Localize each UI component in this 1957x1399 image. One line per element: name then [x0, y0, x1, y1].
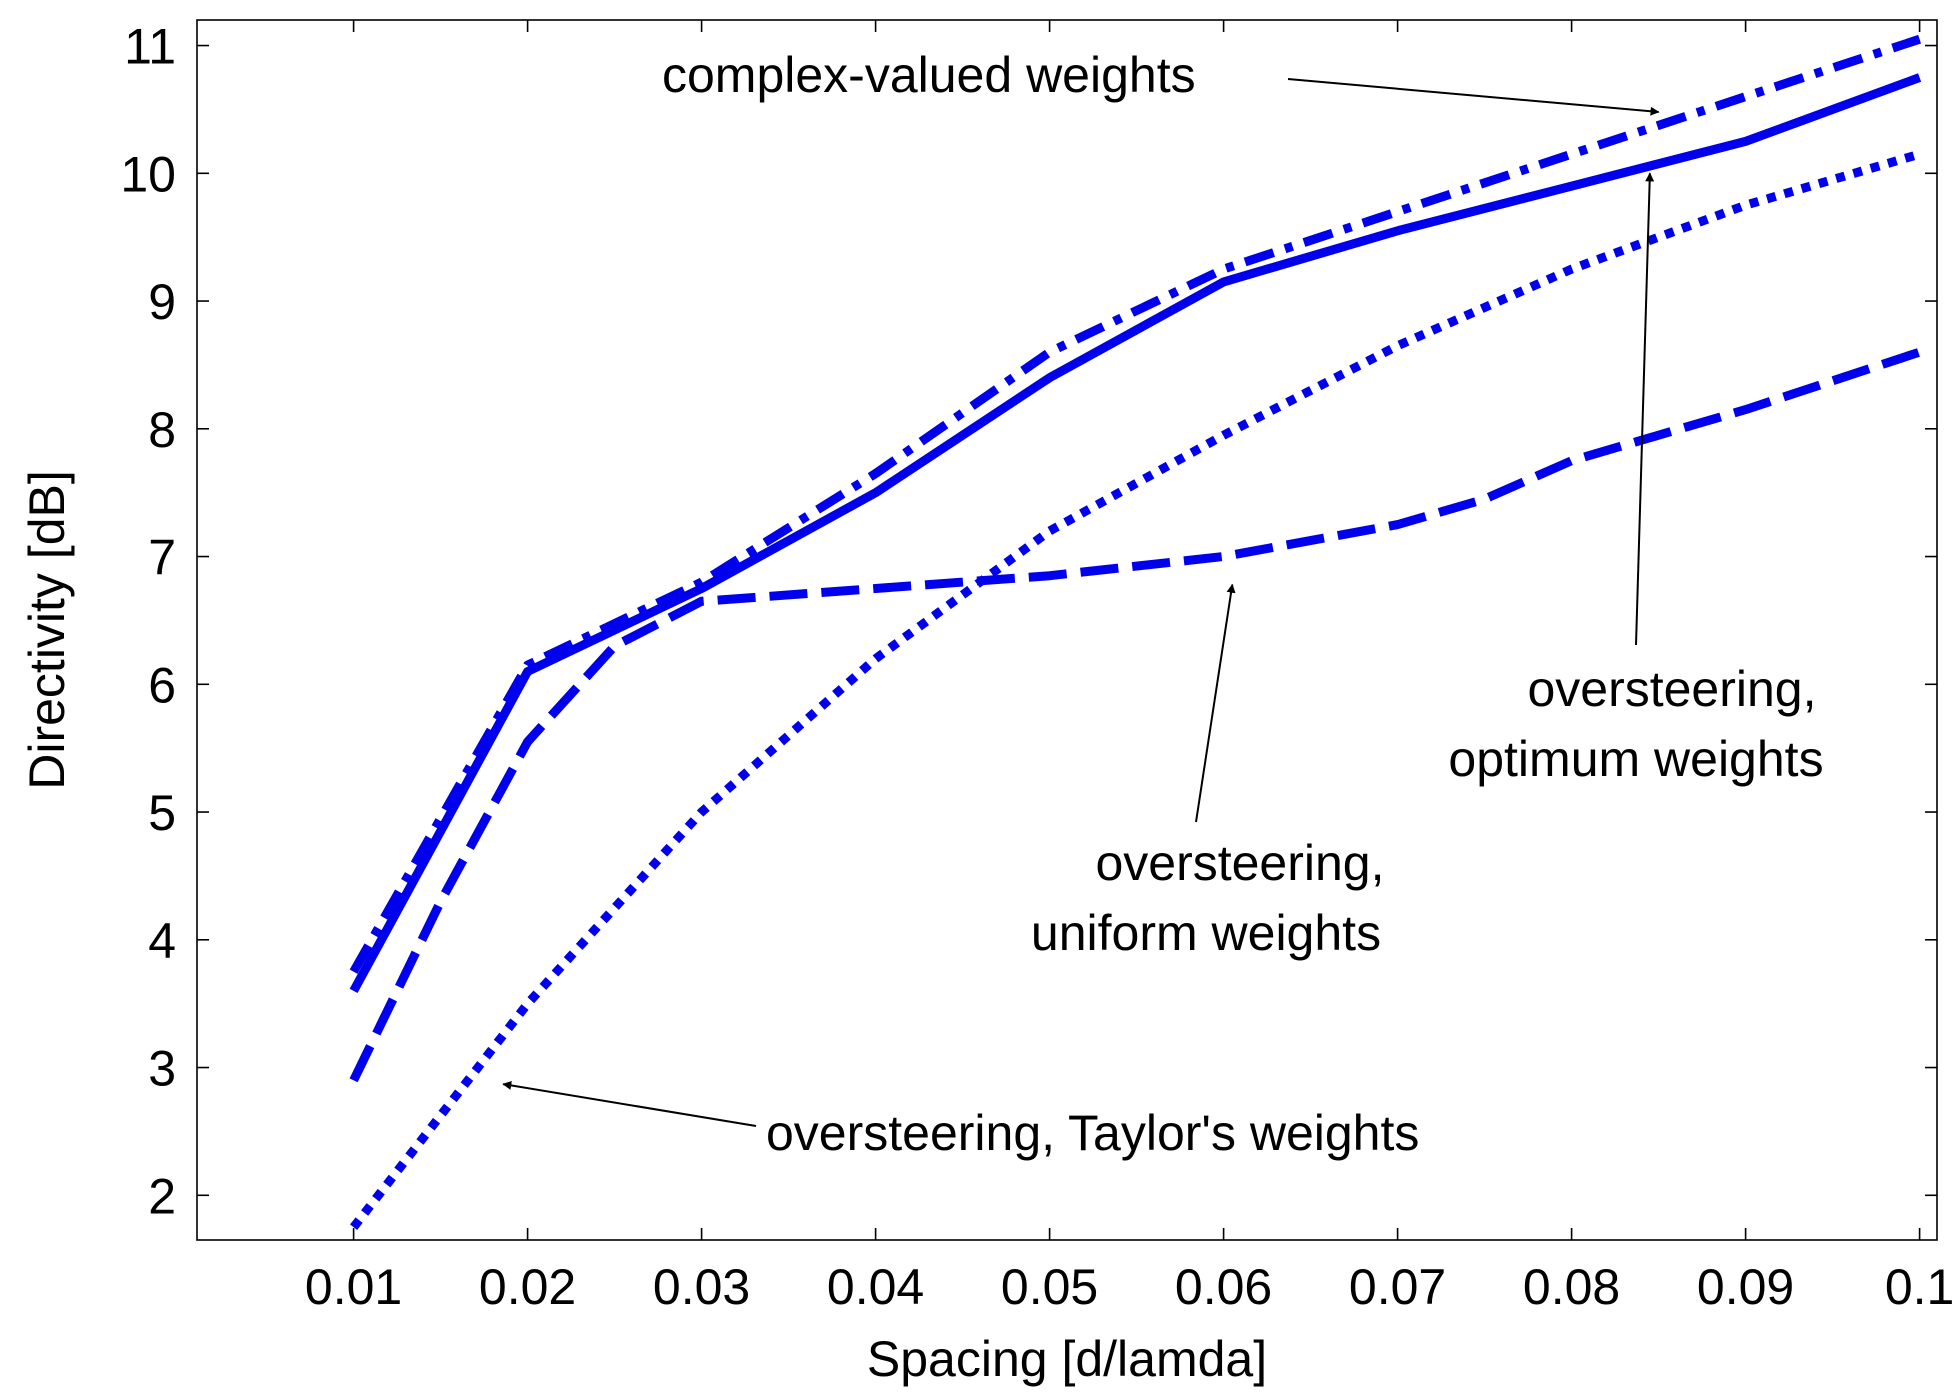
annotation-optimum: oversteering, optimum weights — [1448, 172, 1824, 787]
annotation-uniform-label-line2: uniform weights — [1031, 905, 1381, 961]
x-tick-label: 0.09 — [1697, 1259, 1794, 1315]
annotation-taylor: oversteering, Taylor's weights — [502, 1080, 1419, 1161]
y-tick-label: 5 — [148, 785, 176, 841]
y-axis: 2 3 4 5 6 7 8 9 10 11 — [120, 19, 1937, 1224]
y-tick-label: 2 — [148, 1168, 176, 1224]
annotation-optimum-label-line2: optimum weights — [1448, 731, 1823, 787]
annotation-taylor-label: oversteering, Taylor's weights — [766, 1105, 1419, 1161]
x-tick-label: 0.03 — [653, 1259, 750, 1315]
series-line-dashdot — [349, 34, 1922, 974]
plot-area — [196, 19, 1938, 1241]
annotation-complex-valued-label: complex-valued weights — [662, 47, 1196, 103]
annotation-uniform-arrow — [1195, 583, 1236, 823]
annotation-optimum-label-line1: oversteering, — [1527, 661, 1816, 717]
y-tick-label: 9 — [148, 274, 176, 330]
y-tick-label: 10 — [120, 146, 176, 202]
series-line-solid — [349, 73, 1922, 994]
annotation-uniform-label-line1: oversteering, — [1095, 835, 1384, 891]
y-tick-label: 11 — [124, 19, 176, 75]
x-tick-label: 0.06 — [1175, 1259, 1272, 1315]
annotation-taylor-arrow — [502, 1080, 757, 1127]
series-layer — [349, 34, 1922, 1230]
x-tick-label: 0.02 — [479, 1259, 576, 1315]
y-tick-label: 8 — [148, 402, 176, 458]
x-tick-label: 0.01 — [305, 1259, 402, 1315]
x-tick-label: 0.08 — [1523, 1259, 1620, 1315]
y-tick-label: 4 — [148, 913, 176, 969]
y-axis-title: Directivity [dB] — [19, 470, 75, 790]
x-tick-label: 0.05 — [1001, 1259, 1098, 1315]
x-tick-label: 0.07 — [1349, 1259, 1446, 1315]
annotation-complex-valued-arrow — [1287, 78, 1660, 116]
annotation-complex-valued: complex-valued weights — [662, 47, 1660, 116]
annotation-uniform: oversteering, uniform weights — [1031, 583, 1385, 961]
x-axis-title: Spacing [d/lamda] — [867, 1331, 1267, 1387]
y-tick-label: 7 — [148, 530, 176, 586]
series-line-dashed — [349, 347, 1922, 1083]
annotation-optimum-arrow — [1635, 172, 1655, 646]
y-tick-label: 6 — [148, 657, 176, 713]
x-tick-label: 0.04 — [827, 1259, 924, 1315]
x-tick-label: 0.1 — [1885, 1259, 1955, 1315]
y-tick-label: 3 — [148, 1041, 176, 1097]
x-axis: 0.01 0.02 0.03 0.04 0.05 0.06 0.07 0.08 0.09 0.1 — [305, 20, 1954, 1315]
